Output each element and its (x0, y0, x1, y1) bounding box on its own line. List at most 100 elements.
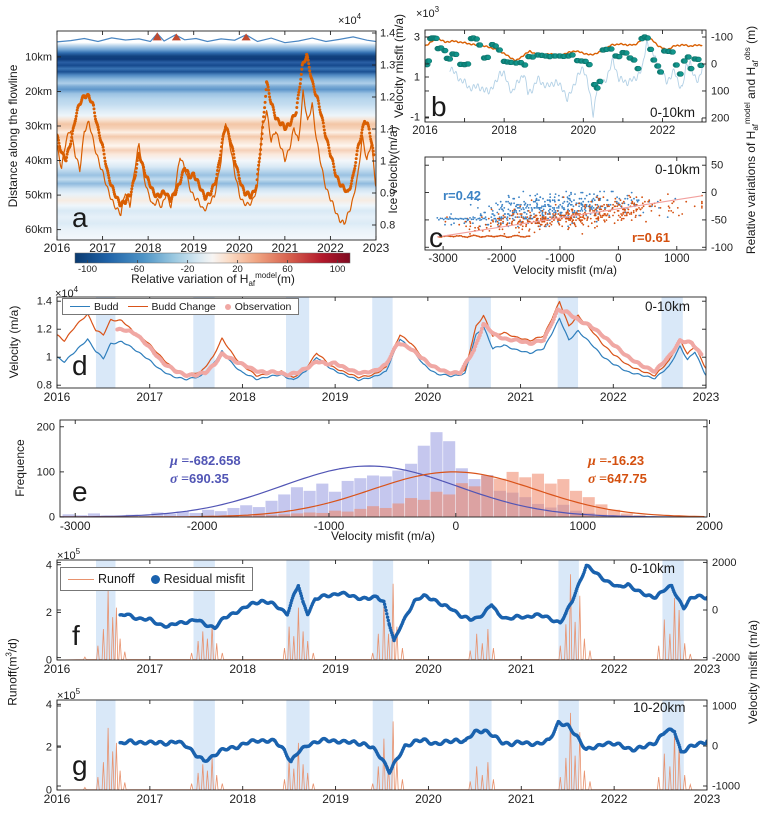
tick-label: 0 (452, 519, 459, 533)
tick-label: 2022 (650, 125, 676, 137)
tick-label: 100 (711, 85, 729, 97)
panel-a-ylabel: Distance along the flowline (6, 64, 20, 208)
tick-label: -100 (711, 242, 733, 254)
panel-a-right-label: Ice velocity(m/a) (386, 126, 400, 214)
tick-label: -1000 (545, 253, 574, 265)
tick-label: 2018 (229, 662, 256, 676)
panel-c-letter: c (429, 222, 443, 253)
tick-label: 50km (25, 190, 52, 202)
panel-c-region-label: 0-10km (655, 162, 701, 177)
panel-b-region-label: 0-10km (650, 105, 696, 120)
tick-label: -2000 (187, 519, 218, 533)
tick-label: 0 (712, 741, 718, 753)
bc-right-label: Relative variations of Hafmodel and Hafo… (743, 25, 760, 255)
tick-label: 2023 (363, 241, 390, 255)
tick-label: 2022 (601, 792, 628, 806)
panel-f-letter: f (72, 620, 80, 651)
panel-d-legend: Budd Budd Change Observation (62, 298, 300, 315)
tick-label: 1 (414, 72, 420, 84)
panel-f-region-label: 0-10km (630, 561, 676, 576)
tick-label: 0 (712, 605, 718, 617)
tick-label: 1.4 (380, 28, 395, 40)
panel-a-letter: a (72, 202, 88, 233)
tick-label: 2019 (322, 662, 349, 676)
colorbar: -100 -60 -20 20 60 100 (74, 252, 351, 275)
tick-label: 2021 (272, 241, 299, 255)
tick-label: 2016 (44, 662, 71, 676)
tick-label: 100 (37, 466, 55, 478)
tick-label: 2016 (44, 390, 71, 404)
tick-label: 2021 (507, 390, 534, 404)
legend-item-residual-misfit: Residual misfit (150, 572, 245, 586)
tick-label: 100 (330, 264, 346, 275)
tick-label: 200 (711, 112, 729, 124)
tick-label: -2000 (712, 652, 740, 664)
tick-label: 50 (711, 160, 723, 172)
tick-label: -1000 (314, 519, 345, 533)
tick-label: 2019 (322, 792, 349, 806)
tick-label: 2023 (693, 390, 720, 404)
colorbar-label: Relative variation of Hafmodel(m) (131, 271, 295, 288)
tick-label: 1 (380, 156, 386, 168)
tick-label: -2000 (487, 253, 516, 265)
stats-blue: μ =-682.658 σ =690.35 (170, 453, 241, 487)
panel-f: 2016 2017 2018 2019 2020 2021 2022 2023 0 2 4 2000 0… (44, 557, 740, 676)
panel-g-letter: g (72, 750, 88, 781)
tick-label: 0 (615, 253, 621, 265)
panel-a: 2016 2017 2018 2019 2020 2021 2022 2023 10km 20km… (25, 28, 395, 256)
panel-c: -3000 -2000 -1000 0 1000 50 0 -50 -100 (424, 156, 733, 265)
fg-ylabel: Runoff(m3/d) (4, 638, 20, 706)
tick-label: 2017 (137, 792, 164, 806)
tick-label: 2020 (571, 125, 597, 137)
tick-label: 2021 (508, 662, 535, 676)
tick-label: 2016 (44, 241, 71, 255)
tick-label: 1000 (569, 519, 596, 533)
tick-label: 0.9 (380, 188, 395, 200)
panel-g: 2016 2017 2018 2019 2020 2021 2022 2023 0 2 4 1000 0… (44, 699, 740, 806)
tick-label: 2019 (180, 241, 207, 255)
tick-label: 0 (711, 58, 717, 70)
tick-label: 4 (46, 699, 52, 711)
tick-label: 1.3 (380, 60, 395, 72)
tick-label: 10km (25, 51, 52, 63)
panel-e-letter: e (72, 476, 88, 507)
tick-label: 2018 (229, 792, 256, 806)
panel-g-region-label: 10-20km (633, 700, 686, 715)
panel-f-axis-multiplier: ×105 (57, 547, 81, 562)
tick-label: 20 (232, 264, 243, 275)
tick-label: 0.8 (380, 220, 395, 232)
tick-label: 2017 (136, 390, 163, 404)
tick-label: 1000 (664, 253, 690, 265)
residual-dot-swatch (150, 574, 160, 584)
tick-label: 2020 (415, 662, 442, 676)
tick-label: 1000 (712, 701, 736, 713)
tick-label: -1 (410, 112, 420, 124)
tick-label: 2018 (491, 125, 517, 137)
budd-line-swatch (70, 306, 90, 307)
tick-label: -20 (181, 264, 195, 275)
tick-label: 0 (46, 655, 52, 667)
tick-label: -50 (711, 214, 727, 226)
tick-label: 1.1 (380, 124, 395, 136)
panel-e-ylabel: Frequence (13, 439, 27, 497)
tick-label: 0 (711, 187, 717, 199)
tick-label: 2 (46, 742, 52, 754)
stats-orange: μ =-16.23 σ =647.75 (588, 453, 647, 487)
tick-label: -100 (711, 32, 733, 44)
tick-label: -100 (78, 264, 97, 275)
tick-label: 2000 (712, 557, 736, 569)
panel-e-xlabel: Velocity misfit (m/a) (330, 529, 436, 543)
legend-item-budd: Budd (70, 301, 119, 313)
panel-e: -3000 -2000 -1000 0 1000 2000 0 100 200 (37, 419, 723, 533)
panel-d: 2016 2017 2018 2019 2020 2021 2022 2023 0.8 1 1.2 1… (37, 296, 720, 404)
tick-label: 20km (25, 86, 52, 98)
tick-label: 2016 (412, 125, 438, 137)
tick-label: 2018 (229, 390, 256, 404)
tick-label: 2023 (694, 792, 721, 806)
panel-d-axis-multiplier: ×104 (55, 285, 79, 300)
panel-d-letter: d (72, 350, 88, 381)
tick-label: 60km (25, 224, 52, 236)
tick-label: 2022 (317, 241, 344, 255)
tick-label: -1000 (712, 781, 740, 793)
